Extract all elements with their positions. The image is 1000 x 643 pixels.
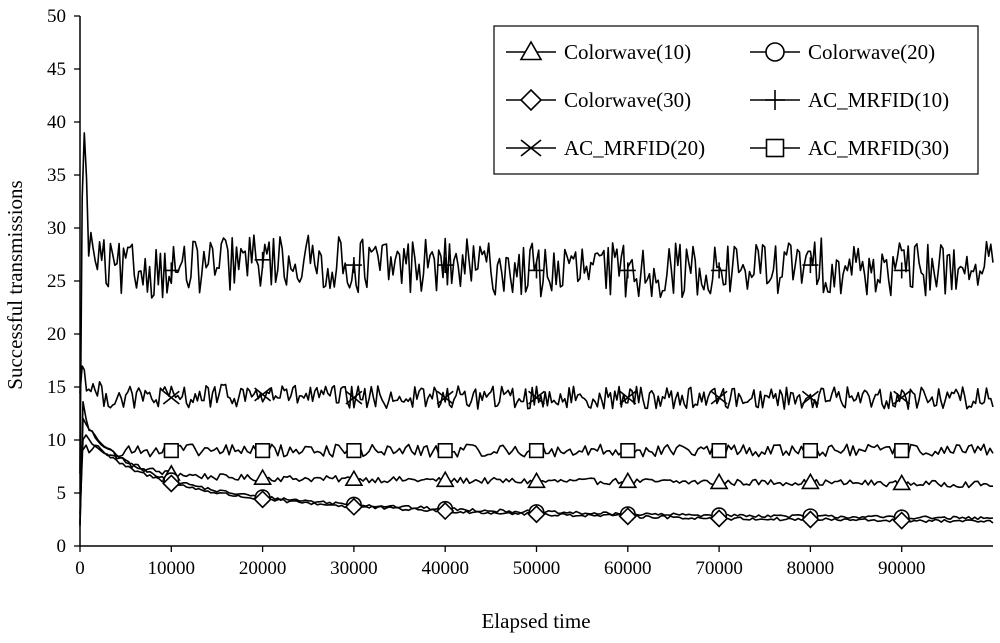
marker-diamond xyxy=(344,497,364,516)
marker-triangle xyxy=(435,470,455,488)
x-tick-label: 60000 xyxy=(604,558,652,579)
marker-square xyxy=(765,138,785,158)
marker-diamond xyxy=(162,474,181,493)
marker-x xyxy=(528,390,545,405)
marker-diamond xyxy=(618,507,637,526)
marker-plus xyxy=(528,262,545,279)
y-axis-label: Successful transmissions xyxy=(3,180,27,389)
marker-triangle xyxy=(709,472,729,490)
marker-triangle xyxy=(344,469,364,487)
x-tick-label: 40000 xyxy=(421,558,469,579)
marker-triangle xyxy=(253,468,272,485)
marker-plus xyxy=(802,257,819,274)
marker-square xyxy=(620,442,636,459)
marker-plus xyxy=(437,257,454,274)
marker-plus xyxy=(254,251,271,268)
marker-circle xyxy=(765,42,785,62)
marker-plus xyxy=(893,262,910,279)
marker-x xyxy=(801,390,819,405)
marker-diamond xyxy=(436,501,455,521)
marker-triangle xyxy=(527,471,546,489)
legend-label: AC_MRFID(30) xyxy=(808,136,949,160)
marker-x xyxy=(619,390,637,405)
marker-x xyxy=(710,390,728,405)
y-tick-label: 10 xyxy=(47,430,66,451)
y-tick-label: 45 xyxy=(47,59,66,80)
marker-diamond xyxy=(519,88,543,112)
series-layer xyxy=(79,132,994,527)
marker-square xyxy=(711,442,727,459)
marker-square xyxy=(802,442,818,459)
marker-plus xyxy=(619,262,636,279)
marker-diamond xyxy=(709,509,729,528)
series-line-4 xyxy=(79,365,994,410)
marker-x xyxy=(254,387,272,402)
legend-item: AC_MRFID(20) xyxy=(506,136,705,160)
y-tick-label: 50 xyxy=(47,6,66,27)
x-tick-label: 10000 xyxy=(148,558,196,579)
series-line-3 xyxy=(79,132,994,474)
y-tick-label: 40 xyxy=(47,112,66,133)
legend-item: AC_MRFID(30) xyxy=(750,136,949,160)
tick-labels: 0 5 10 15 20 25 30 35 40 45 50 0 10000 20000 30000 4000… xyxy=(47,6,925,579)
marker-square xyxy=(528,442,545,459)
marker-diamond xyxy=(892,511,911,530)
marker-triangle xyxy=(519,40,543,61)
marker-triangle xyxy=(892,473,912,491)
marker-x xyxy=(893,390,911,405)
y-tick-label: 25 xyxy=(47,271,66,292)
legend-item: AC_MRFID(10) xyxy=(750,88,949,112)
marker-plus xyxy=(711,262,728,279)
marker-x xyxy=(162,390,180,405)
y-tick-label: 5 xyxy=(57,483,67,504)
marker-plus xyxy=(345,257,362,274)
marker-square xyxy=(255,442,271,459)
x-tick-label: 20000 xyxy=(239,558,287,579)
legend-label: AC_MRFID(10) xyxy=(808,88,949,112)
legend-box xyxy=(493,25,979,175)
y-tick-label: 0 xyxy=(57,536,67,557)
x-axis-label: Elapsed time xyxy=(481,609,590,633)
marker-diamond xyxy=(527,505,546,524)
marker-diamond xyxy=(253,490,272,509)
legend-label: AC_MRFID(20) xyxy=(564,136,705,160)
legend-label: Colorwave(30) xyxy=(564,88,691,112)
marker-x xyxy=(436,390,454,405)
x-tick-label: 50000 xyxy=(513,558,561,579)
marker-triangle xyxy=(618,471,638,489)
x-tick-label: 30000 xyxy=(330,558,378,579)
legend-label: Colorwave(20) xyxy=(808,40,935,64)
legend: Colorwave(10) Colorwave(20) Colorwave(30) A… xyxy=(493,25,979,175)
marker-square xyxy=(163,442,179,459)
marker-diamond xyxy=(801,510,820,529)
marker-square xyxy=(346,442,362,459)
y-tick-label: 35 xyxy=(47,165,66,186)
marker-square xyxy=(894,442,910,459)
marker-square xyxy=(437,442,453,459)
x-tick-label: 80000 xyxy=(787,558,835,579)
markers-layer xyxy=(161,251,912,530)
y-tick-label: 20 xyxy=(47,324,66,345)
legend-item: Colorwave(30) xyxy=(506,88,691,112)
legend-item: Colorwave(10) xyxy=(506,40,691,64)
legend-label: Colorwave(10) xyxy=(564,40,691,64)
x-tick-label: 70000 xyxy=(695,558,743,579)
marker-plus xyxy=(765,90,785,110)
marker-x xyxy=(345,390,363,405)
x-tick-label: 0 xyxy=(75,558,85,579)
x-tick-label: 90000 xyxy=(878,558,926,579)
legend-item: Colorwave(20) xyxy=(750,40,935,64)
y-tick-label: 15 xyxy=(47,377,66,398)
marker-plus xyxy=(163,262,180,279)
marker-x xyxy=(520,139,542,157)
y-tick-label: 30 xyxy=(47,218,66,239)
marker-triangle xyxy=(801,472,820,490)
